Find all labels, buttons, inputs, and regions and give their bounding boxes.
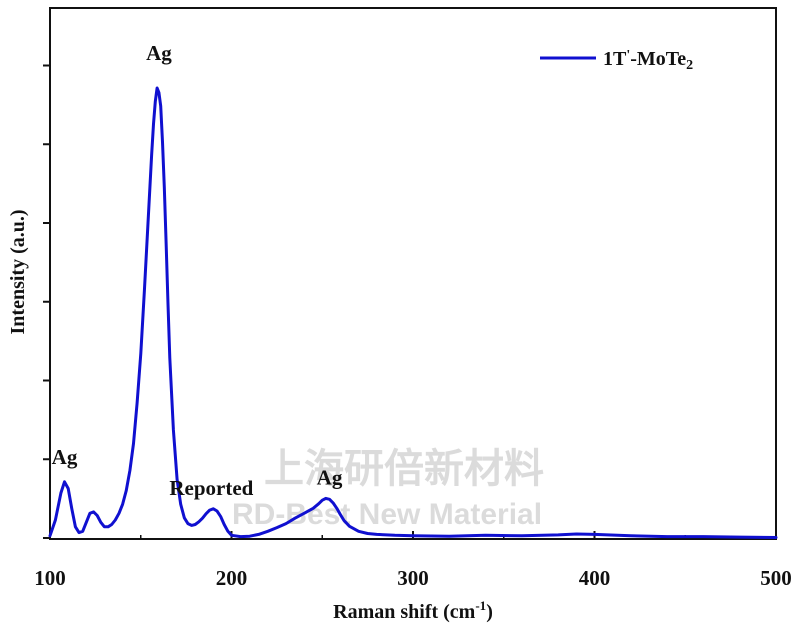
annotation-reported-2: Reported xyxy=(169,476,253,500)
x-tick-labels: 100 200 300 400 500 xyxy=(34,566,792,590)
annotation-ag-0: Ag xyxy=(52,445,78,469)
legend-label: 1T'-MoTe2 xyxy=(603,48,693,73)
x-tick-label-400: 400 xyxy=(579,566,611,590)
x-axis-title-superscript: -1 xyxy=(475,598,486,613)
x-tick-label-100: 100 xyxy=(34,566,66,590)
annotation-ag-1: Ag xyxy=(146,41,172,65)
legend: 1T'-MoTe2 xyxy=(540,48,693,73)
y-axis-title: Intensity (a.u.) xyxy=(7,209,29,334)
x-axis-title-end: ) xyxy=(486,601,493,623)
series-line-1t-mote2 xyxy=(48,86,778,539)
legend-label-subscript: 2 xyxy=(686,58,693,73)
x-axis-title: Raman shift (cm-1) xyxy=(333,598,493,623)
annotation-ag-3: Ag xyxy=(317,465,343,489)
x-tick-label-200: 200 xyxy=(216,566,248,590)
legend-label-prime: ' xyxy=(626,48,630,63)
watermark-chinese: 上海研倍新材料 xyxy=(264,446,544,492)
peak-annotations: Ag Ag Reported Ag xyxy=(52,41,343,500)
legend-label-rest: -MoTe xyxy=(630,48,686,70)
x-tick-label-500: 500 xyxy=(760,566,792,590)
x-tick-label-300: 300 xyxy=(397,566,429,590)
